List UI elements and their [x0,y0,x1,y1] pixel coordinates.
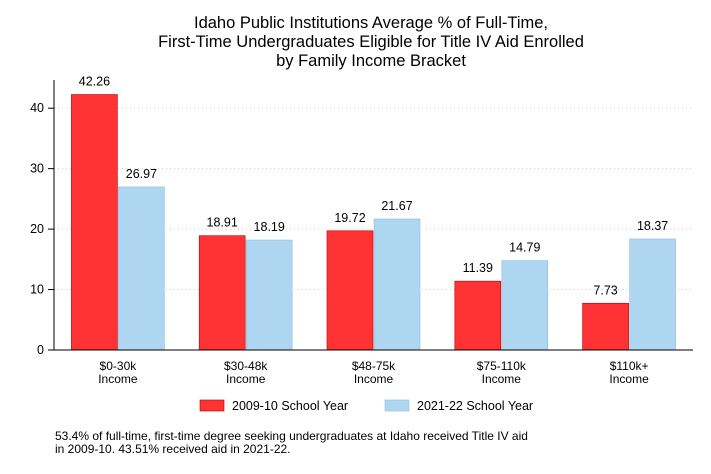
data-label: 18.19 [254,220,285,234]
footnote-line-1: 53.4% of full-time, first-time degree se… [55,429,528,443]
y-tick-label: 10 [30,283,44,297]
y-tick-label: 30 [30,162,44,176]
bar-2009-10 [71,94,118,351]
data-label: 7.73 [593,283,617,297]
x-category-label: $30-48k [224,359,268,373]
x-category-label: Income [354,372,394,386]
data-label: 14.79 [509,241,540,255]
bar-2021-22 [373,218,421,351]
x-category-label: Income [98,372,138,386]
data-label: 26.97 [126,167,157,181]
data-label: 21.67 [381,199,412,213]
x-category-label: Income [609,372,649,386]
chart-title-line: by Family Income Bracket [276,52,466,70]
chart-title-line: Idaho Public Institutions Average % of F… [194,14,548,32]
x-category-label: Income [226,372,266,386]
bar-2021-22 [118,186,165,351]
bar-2009-10 [454,280,502,351]
data-label: 18.91 [207,216,238,230]
x-category-label: $48-75k [352,359,396,373]
legend-label: 2021-22 School Year [417,399,533,413]
bar-2009-10 [198,235,246,351]
x-category-label: $110k+ [610,359,649,373]
data-label: 18.37 [637,219,668,233]
x-category-label: $0-30k [100,359,138,373]
bar-2009-10 [582,302,629,351]
y-tick-label: 20 [30,222,44,236]
legend-swatch [199,399,225,412]
bar-2009-10 [326,230,374,351]
data-label: 19.72 [334,211,365,225]
bar-2021-22 [245,239,293,351]
x-category-label: Income [482,372,522,386]
legend-swatch [384,399,410,412]
data-label: 42.26 [79,75,110,89]
footnote-line-2: in 2009-10. 43.51% received aid in 2021-… [55,442,291,456]
x-category-label: $75-110k [477,359,527,373]
y-tick-label: 40 [30,101,44,115]
chart-title-line: First-Time Undergraduates Eligible for T… [158,33,584,51]
legend-label: 2009-10 School Year [232,399,348,413]
bar-2021-22 [501,260,549,351]
footnote: 53.4% of full-time, first-time degree se… [55,430,695,456]
y-tick-label: 0 [37,343,44,357]
bar-2021-22 [629,238,676,351]
data-label: 11.39 [463,261,493,275]
